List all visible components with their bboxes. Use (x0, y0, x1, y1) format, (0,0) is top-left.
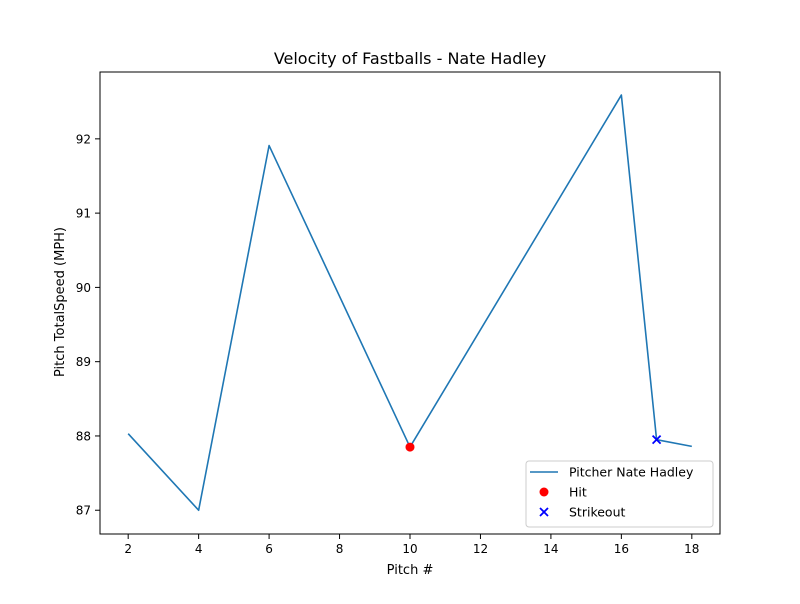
hit-point (405, 442, 415, 452)
y-tick-label: 89 (76, 355, 91, 369)
legend-hit-swatch (539, 487, 549, 497)
x-tick-label: 12 (473, 542, 488, 556)
x-tick-label: 14 (543, 542, 558, 556)
strikeout-point (651, 435, 662, 445)
x-tick-label: 10 (402, 542, 417, 556)
x-tick-label: 8 (336, 542, 344, 556)
legend-label: Pitcher Nate Hadley (569, 465, 694, 480)
y-tick-label: 87 (76, 504, 91, 518)
y-tick-label: 88 (76, 429, 91, 443)
y-tick-label: 90 (76, 281, 91, 295)
x-tick-label: 18 (684, 542, 699, 556)
y-tick-label: 92 (76, 132, 91, 146)
x-tick-label: 6 (265, 542, 273, 556)
strikeout-stroke (651, 435, 662, 445)
x-tick-label: 16 (614, 542, 629, 556)
x-tick-label: 4 (195, 542, 203, 556)
legend-box (525, 460, 714, 528)
legend-label: Hit (569, 485, 587, 500)
y-axis-label: Pitch TotalSpeed (MPH) (53, 227, 68, 377)
x-axis-label: Pitch # (387, 563, 434, 578)
plot-area: 2 4 6 8 10 12 14 16 18 87 88 89 90 91 92 (76, 71, 721, 556)
legend: Pitcher Nate Hadley Hit Strikeout (525, 460, 714, 528)
chart-title: Velocity of Fastballs - Nate Hadley (274, 49, 546, 68)
y-tick-label: 91 (76, 207, 91, 221)
legend-strikeout-swatch (539, 507, 549, 517)
legend-label: Strikeout (569, 505, 626, 520)
x-tick-label: 2 (124, 542, 132, 556)
